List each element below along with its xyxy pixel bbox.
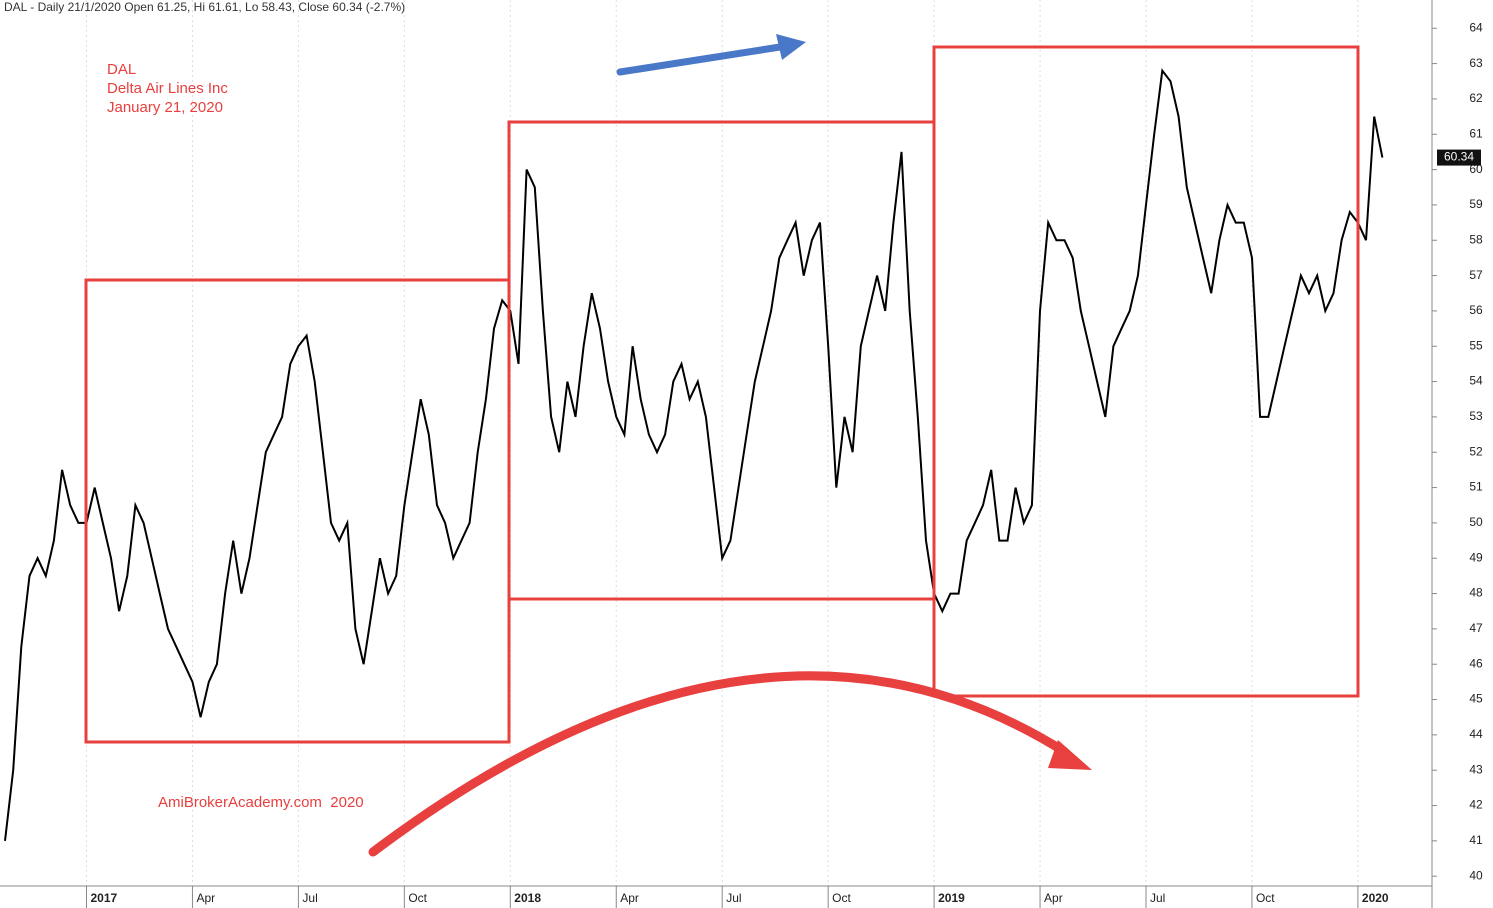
y-tick-label: 63	[1469, 56, 1483, 70]
range-box	[932, 45, 1360, 698]
y-tick-label: 52	[1469, 444, 1483, 458]
y-tick-label: 57	[1469, 268, 1483, 282]
y-tick-label: 64	[1469, 20, 1483, 34]
annotation: Delta Air Lines Inc	[107, 80, 228, 97]
x-tick-label: Jul	[726, 891, 741, 905]
y-tick-label: 41	[1469, 833, 1483, 847]
y-tick-label: 48	[1469, 586, 1483, 600]
arrow-head	[776, 34, 806, 60]
chart-title: DAL - Daily 21/1/2020 Open 61.25, Hi 61.…	[4, 0, 405, 14]
x-tick-label: 2019	[938, 891, 965, 905]
x-tick-label: Apr	[196, 891, 215, 905]
y-tick-label: 43	[1469, 762, 1483, 776]
y-tick-label: 49	[1469, 550, 1483, 564]
y-tick-label: 53	[1469, 409, 1483, 423]
x-tick-label: Oct	[408, 891, 427, 905]
arrow-head	[1048, 740, 1092, 770]
y-tick-label: 54	[1469, 374, 1483, 388]
price-line	[4, 68, 1384, 842]
last-price-box	[1437, 149, 1481, 166]
y-tick-label: 40	[1469, 868, 1483, 882]
x-tick-label: Apr	[1044, 891, 1063, 905]
y-tick-label: 42	[1469, 798, 1483, 812]
x-tick-label: Oct	[832, 891, 851, 905]
y-tick-label: 58	[1469, 232, 1483, 246]
x-tick-label: Jul	[302, 891, 317, 905]
x-tick-label: 2020	[1362, 891, 1389, 905]
y-tick-label: 56	[1469, 303, 1483, 317]
x-tick-label: Oct	[1256, 891, 1275, 905]
y-tick-label: 46	[1469, 656, 1483, 670]
y-tick-label: 50	[1469, 515, 1483, 529]
annotation: January 21, 2020	[107, 99, 223, 116]
x-tick-label: 2018	[514, 891, 541, 905]
last-price-label: 60.34	[1444, 150, 1474, 164]
y-tick-label: 47	[1469, 621, 1483, 635]
y-tick-label: 62	[1469, 91, 1483, 105]
y-tick-label: 45	[1469, 692, 1483, 706]
y-tick-label: 61	[1469, 126, 1483, 140]
y-tick-label: 55	[1469, 338, 1483, 352]
y-tick-label: 59	[1469, 197, 1483, 211]
trend-arrow	[616, 43, 784, 76]
y-tick-label: 51	[1469, 480, 1483, 494]
trend-arrow	[368, 671, 1070, 857]
plot-layer	[4, 68, 1384, 842]
y-tick-label: 44	[1469, 727, 1483, 741]
annotation: AmiBrokerAcademy.com 2020	[158, 794, 364, 811]
x-tick-label: Jul	[1150, 891, 1165, 905]
x-tick-label: Apr	[620, 891, 639, 905]
x-tick-label: 2017	[91, 891, 118, 905]
annotation: DAL	[107, 61, 136, 78]
